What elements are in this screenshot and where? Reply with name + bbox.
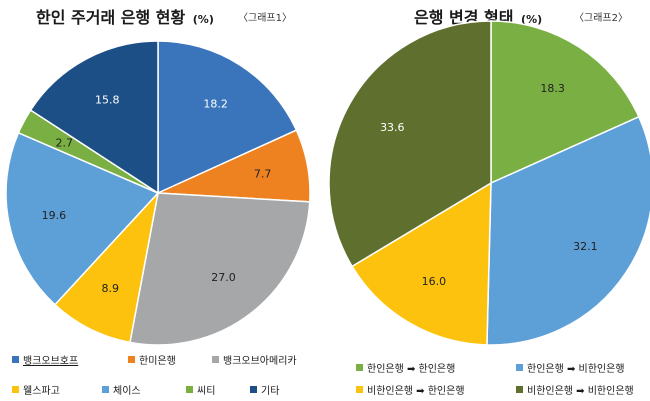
pie-slice — [486, 115, 650, 346]
chart-tag: 〈그래프2〉 — [574, 13, 628, 24]
legend-label: 기타 — [261, 386, 280, 397]
legend-label: 한인은행 ➡ 한인은행 — [367, 364, 456, 375]
pie-slice — [351, 181, 492, 346]
legend-label: 한미은행 — [139, 356, 176, 367]
legend-label: 한인은행 ➡ 비한인은행 — [527, 364, 625, 375]
chart-title: 한인 주거래 은행 현황 (%) — [36, 4, 214, 28]
chart-unit: (%) — [192, 13, 214, 26]
legend-swatch — [250, 386, 257, 393]
pie-slice — [490, 20, 640, 185]
legend-swatch — [12, 356, 19, 363]
slice-value-label: 19.6 — [42, 209, 67, 222]
legend-swatch — [186, 386, 193, 393]
pie-slice — [29, 40, 159, 195]
legend-item-citi: 씨티 — [186, 382, 215, 397]
legend-item-bank-of-hope: 뱅크오브호프 — [12, 352, 78, 367]
pie-slice — [328, 20, 492, 268]
slice-value-label: 27.0 — [211, 271, 236, 284]
slice-value-label: 2.7 — [55, 137, 73, 150]
slice-value-label: 15.8 — [95, 93, 120, 106]
pie-chart-main-bank: 18.2 7.7 27.0 8.9 19.6 2.7 15.8 — [5, 40, 311, 346]
slice-value-label: 32.1 — [573, 240, 598, 253]
legend-item-hanmi: 한미은행 — [128, 352, 176, 367]
legend-label: 뱅크오브호프 — [23, 356, 79, 367]
pie-slice — [129, 192, 311, 346]
legend-swatch — [356, 364, 363, 371]
slice-value-label: 7.7 — [254, 168, 272, 181]
chart-panel-bank-switch: 은행 변경 형태 (%) 〈그래프2〉 18.3 32.1 16.0 33.6 한인은… — [328, 0, 650, 401]
legend-item-k-to-nk: 한인은행 ➡ 비한인은행 — [516, 360, 625, 375]
legend-label: 비한인은행 ➡ 한인은행 — [367, 386, 465, 397]
pie-slice — [53, 190, 160, 344]
pie-slice — [157, 40, 298, 195]
legend-label: 체이스 — [113, 386, 141, 397]
chart-title-text: 한인 주거래 은행 현황 — [36, 8, 186, 27]
legend-swatch — [356, 386, 363, 393]
legend-item-wells-fargo: 웰스파고 — [12, 382, 60, 397]
legend-item-nk-to-k: 비한인은행 ➡ 한인은행 — [356, 382, 465, 397]
slice-value-label: 33.6 — [380, 121, 405, 134]
slice-value-label: 8.9 — [101, 282, 119, 295]
slice-value-label: 16.0 — [422, 275, 447, 288]
legend-item-bank-of-america: 뱅크오브아메리카 — [212, 352, 297, 367]
legend-item-k-to-k: 한인은행 ➡ 한인은행 — [356, 360, 455, 375]
slice-value-label: 18.3 — [540, 82, 565, 95]
pie-chart-bank-switch: 18.3 32.1 16.0 33.6 — [328, 20, 650, 346]
legend-label: 웰스파고 — [23, 386, 60, 397]
legend-swatch — [128, 356, 135, 363]
legend-label: 비한인은행 ➡ 비한인은행 — [527, 386, 634, 397]
legend-swatch — [102, 386, 109, 393]
legend-swatch — [12, 386, 19, 393]
legend-item-nk-to-nk: 비한인은행 ➡ 비한인은행 — [516, 382, 634, 397]
legend-label: 씨티 — [197, 386, 216, 397]
chart-panel-main-bank: 한인 주거래 은행 현황 (%) 〈그래프1〉 18.2 7.7 27.0 8.9 19… — [0, 0, 318, 401]
pie-slice — [5, 131, 160, 306]
legend-label: 뱅크오브아메리카 — [223, 356, 297, 367]
legend-swatch — [212, 356, 219, 363]
legend-item-chase: 체이스 — [102, 382, 141, 397]
legend-item-other: 기타 — [250, 382, 279, 397]
chart-unit: (%) — [521, 13, 543, 26]
legend-swatch — [516, 386, 523, 393]
chart-tag: 〈그래프1〉 — [238, 13, 292, 24]
slice-value-label: 18.2 — [203, 98, 228, 111]
legend-swatch — [516, 364, 523, 371]
